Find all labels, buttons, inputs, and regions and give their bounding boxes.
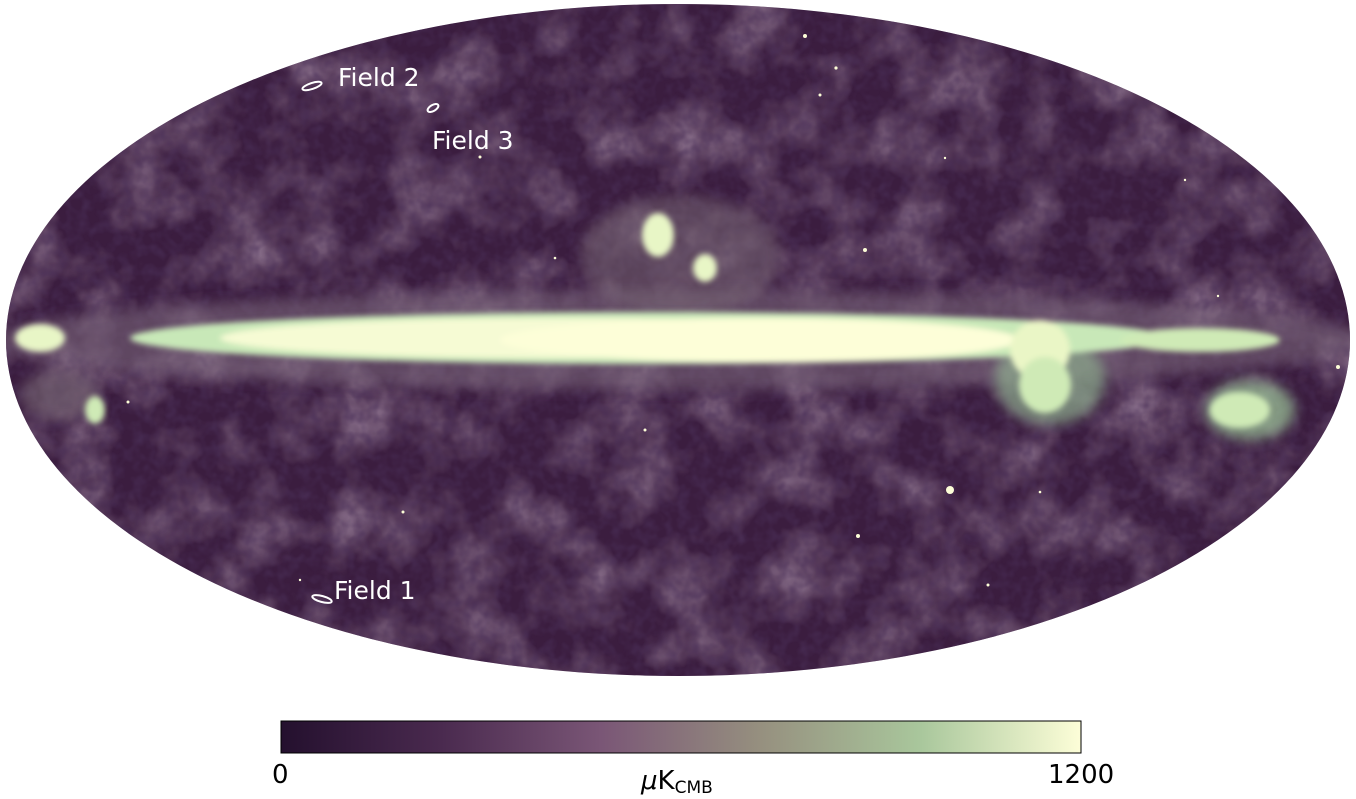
sky-map-body — [6, 4, 1350, 676]
field-labels: Field 2 Field 3 Field 1 — [334, 63, 514, 605]
colorbar — [280, 720, 1082, 754]
unit-prefix: μ — [641, 766, 658, 796]
unit-subscript: CMB — [674, 778, 713, 798]
colorbar-unit-label: μKCMB — [641, 766, 713, 798]
unit-main: K — [657, 766, 675, 796]
field-3-outline — [426, 103, 440, 113]
colorbar-min-label: 0 — [272, 760, 289, 790]
field-3-label: Field 3 — [432, 126, 514, 155]
field-2-label: Field 2 — [338, 63, 420, 92]
field-markers — [301, 80, 440, 604]
field-2-outline — [301, 80, 323, 92]
galactic-plane — [15, 213, 1280, 428]
field-1-label: Field 1 — [334, 576, 416, 605]
colorbar-max-label: 1200 — [1048, 760, 1115, 790]
field-1-outline — [311, 594, 333, 604]
point-sources — [126, 34, 1340, 587]
